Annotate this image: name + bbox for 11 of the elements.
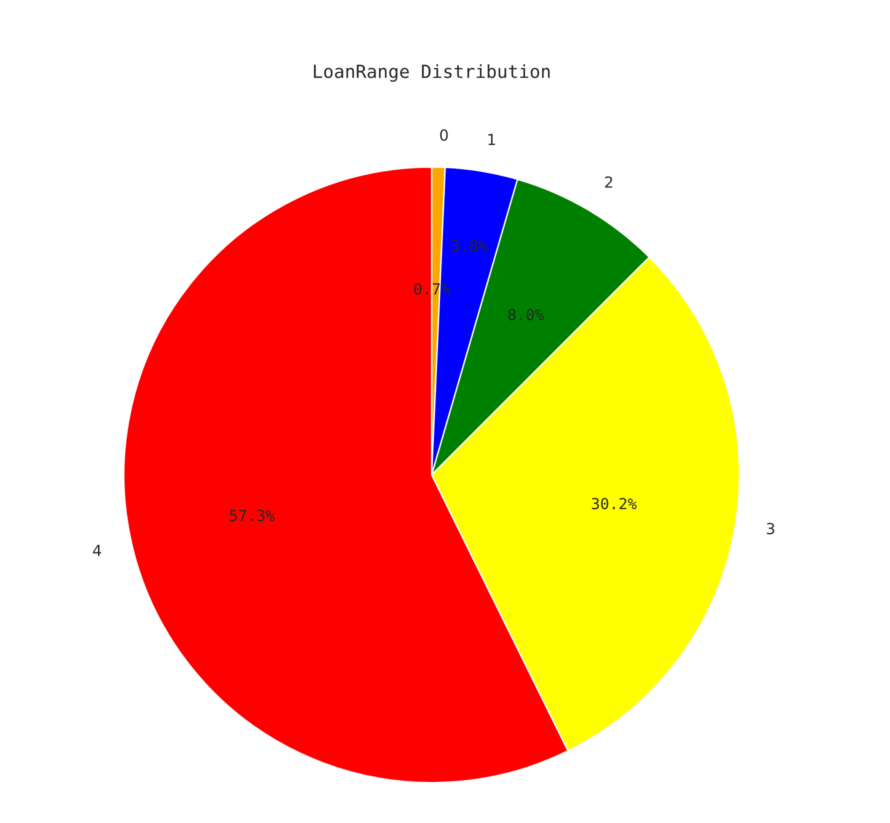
slice-label: 3	[766, 522, 774, 534]
slice-label: 0	[440, 129, 448, 141]
data-label: 3.8%	[452, 240, 488, 252]
slice-label: 2	[605, 176, 612, 188]
slice-label: 4	[92, 544, 102, 556]
data-label: 30.2%	[592, 498, 637, 510]
data-label: 0.7%	[414, 283, 450, 295]
data-label: 8.0%	[508, 308, 544, 320]
chart-title: LoanRange Distribution	[314, 64, 550, 82]
slice-label: 1	[488, 134, 496, 146]
data-label: 57.3%	[230, 510, 275, 522]
